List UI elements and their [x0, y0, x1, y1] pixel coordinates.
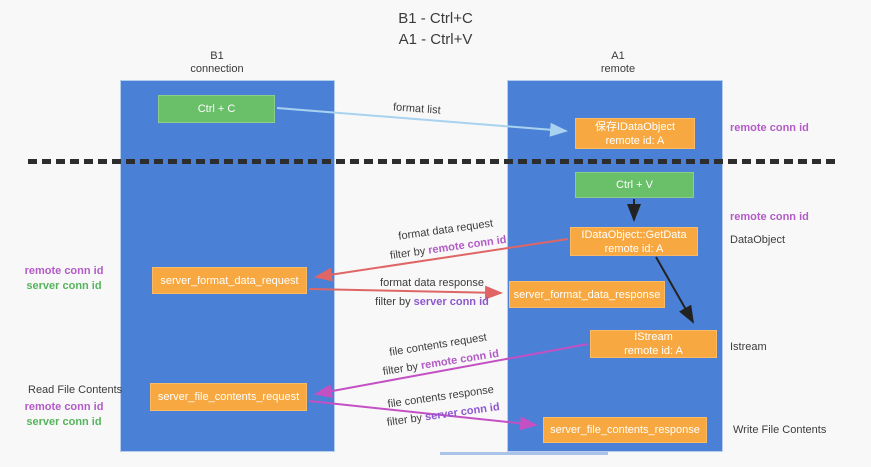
- format-data-response-text: format data response: [380, 277, 484, 289]
- lifeline-b1-role: connection: [190, 63, 244, 75]
- remote-conn-id-label-left: remote conn id: [24, 401, 104, 413]
- server-format-data-request-box: server_format_data_request: [152, 267, 307, 294]
- istream-margin-label: Istream: [730, 341, 767, 353]
- istream-box: IStream remote id: A: [590, 330, 717, 358]
- left-conn-id-group-top: remote conn id server conn id: [22, 264, 106, 294]
- server-conn-id-label-left: server conn id: [26, 280, 102, 292]
- format-data-request-label: format data request filter by remote con…: [380, 212, 514, 266]
- istream-line1: IStream: [634, 331, 673, 343]
- format-response-label: server_format_data_response: [513, 288, 661, 301]
- server-file-contents-request-box: server_file_contents_request: [150, 383, 307, 411]
- lifeline-b1-name: B1: [210, 50, 224, 62]
- format-data-response-label: format data response filter by server co…: [372, 274, 492, 312]
- lifeline-header-b1: B1 connection: [157, 50, 277, 76]
- lifeline-header-a1: A1 remote: [558, 50, 678, 76]
- lifeline-a1-role: remote: [600, 63, 636, 75]
- lifeline-a1-name: A1: [611, 50, 625, 62]
- server-file-contents-response-box: server_file_contents_response: [543, 417, 707, 443]
- idataobject-getdata-box: IDataObject::GetData remote id: A: [570, 227, 698, 256]
- remote-conn-id-label-left: remote conn id: [24, 265, 104, 277]
- server-conn-id-label-left: server conn id: [26, 416, 102, 428]
- left-conn-id-group-bottom: remote conn id server conn id: [22, 400, 106, 430]
- write-file-contents-label: Write File Contents: [733, 424, 827, 436]
- file-response-label: server_file_contents_response: [550, 424, 700, 436]
- format-list-label: format list: [392, 101, 442, 117]
- dataobject-label: DataObject: [730, 234, 786, 246]
- istream-line2: remote id: A: [624, 345, 683, 357]
- phase-separator-dashed-line: [28, 159, 836, 164]
- ctrl-v-label: Ctrl + V: [616, 179, 653, 191]
- server-format-data-response-box: server_format_data_response: [509, 281, 665, 308]
- server-conn-id-inline: server conn id: [413, 296, 489, 308]
- horizontal-scrollbar[interactable]: [440, 452, 608, 455]
- ctrl-c-label: Ctrl + C: [197, 103, 236, 115]
- title-line-1: B1 - Ctrl+C: [398, 10, 473, 27]
- save-idataobject-box: 保存IDataObject remote id: A: [575, 118, 695, 149]
- ctrl-c-box: Ctrl + C: [158, 95, 275, 123]
- diagram-title: B1 - Ctrl+C A1 - Ctrl+V: [348, 8, 523, 50]
- remote-conn-id-label-mid: remote conn id: [730, 211, 809, 223]
- file-contents-request-label: file contents request filter by remote c…: [370, 326, 509, 383]
- file-contents-response-label: file contents response filter by server …: [376, 379, 508, 432]
- ctrl-v-box: Ctrl + V: [575, 172, 694, 198]
- format-data-response-filter: filter by server conn id: [375, 296, 489, 308]
- remote-conn-id-label-top: remote conn id: [730, 122, 809, 134]
- save-idataobject-line1: 保存IDataObject: [594, 120, 676, 133]
- getdata-line1: IDataObject::GetData: [581, 228, 687, 241]
- file-request-label: server_file_contents_request: [157, 391, 300, 403]
- title-line-2: A1 - Ctrl+V: [398, 31, 473, 48]
- save-idataobject-line2: remote id: A: [605, 134, 665, 147]
- read-file-contents-label: Read File Contents: [28, 384, 123, 396]
- format-request-label: server_format_data_request: [160, 274, 299, 287]
- getdata-line2: remote id: A: [604, 242, 664, 255]
